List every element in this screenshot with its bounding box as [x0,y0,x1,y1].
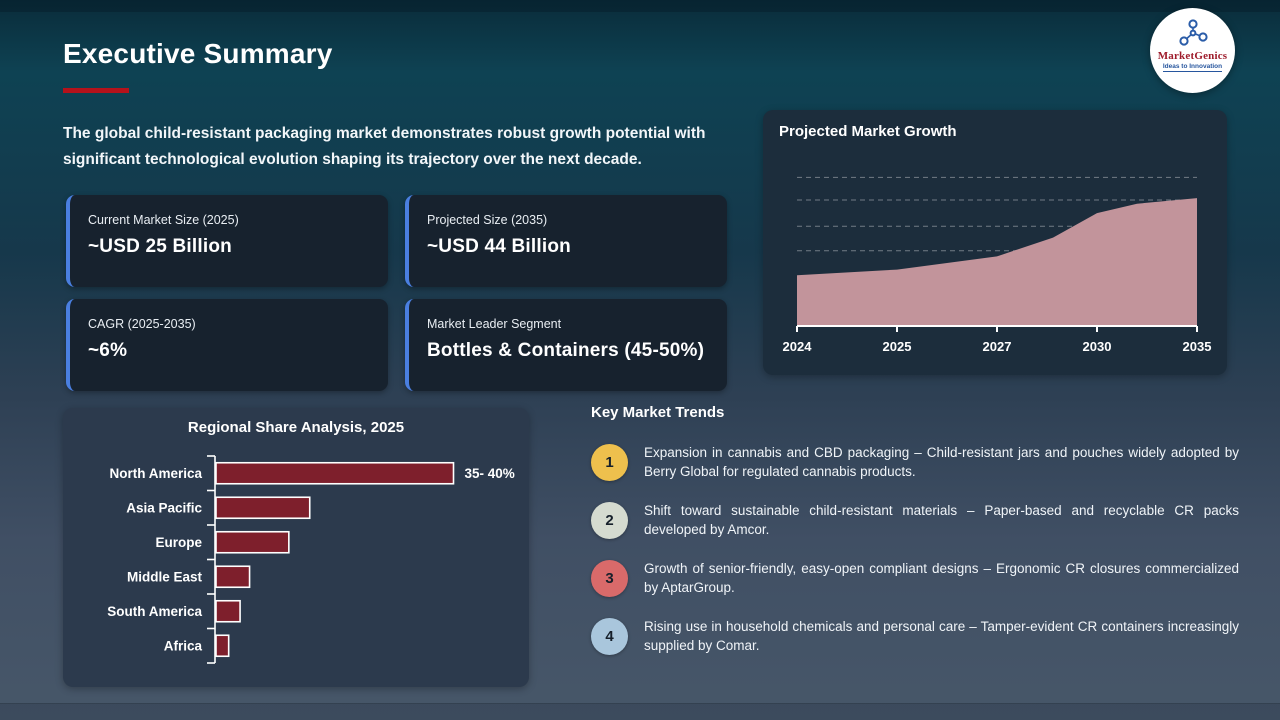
x-axis-tick-label: 2025 [883,339,912,354]
stat-card-label: CAGR (2025-2035) [88,317,196,331]
regional-share-panel: Regional Share Analysis, 2025 North Amer… [63,408,529,687]
stat-card-1: Projected Size (2035) ~USD 44 Billion [405,195,727,287]
growth-chart-title: Projected Market Growth [779,123,957,140]
bar-category-label: South America [107,604,202,619]
intro-paragraph: The global child-resistant packaging mar… [63,125,706,168]
trend-text: Growth of senior-friendly, easy-open com… [644,561,1239,595]
bar-0 [215,461,455,485]
stat-card-3: Market Leader Segment Bottles & Container… [405,299,727,391]
growth-area-chart: 2024 2025 2027 2030 2035 [783,176,1212,354]
trend-list: 1 Expansion in cannabis and CBD packaging… [591,443,1241,655]
bar-category-label: North America [109,466,202,481]
stat-card-label: Projected Size (2035) [427,213,548,227]
x-axis-tick-label: 2024 [783,339,813,354]
trends-heading: Key Market Trends [591,404,725,421]
stat-card-2: CAGR (2025-2035) ~6% [66,299,388,391]
trend-text: Rising use in household chemicals and pe… [644,619,1239,653]
footer-strip [0,703,1280,720]
stat-cards-grid: Current Market Size (2025) ~USD 25 Billio… [66,195,727,391]
trend-number-badge: 3 [591,559,628,597]
bar-3 [215,565,251,589]
stat-card-label: Market Leader Segment [427,317,562,331]
stat-card-0: Current Market Size (2025) ~USD 25 Billio… [66,195,388,287]
bar-category-label: Middle East [127,569,203,584]
x-axis-tick-label: 2027 [983,339,1012,354]
bar-5 [215,634,230,658]
trend-text: Shift toward sustainable child-resistant… [644,503,1239,537]
regional-bar-chart: North America 35- 40% Asia Pacific Europe Mi… [107,455,515,664]
bar-2 [215,530,290,554]
projected-market-growth-panel: Projected Market Growth 2024 2025 2027 2030… [763,110,1227,375]
bar-category-label: Asia Pacific [126,500,202,515]
trend-item-4: 4 Rising use in household chemicals and p… [591,617,1241,655]
trend-item-1: 1 Expansion in cannabis and CBD packaging… [591,443,1241,481]
title-underline [63,88,129,93]
stat-card-label: Current Market Size (2025) [88,213,239,227]
logo-tagline: Ideas to Innovation [1162,63,1223,72]
bar-4 [215,599,241,623]
trend-item-3: 3 Growth of senior-friendly, easy-open co… [591,559,1241,597]
trend-number-badge: 2 [591,501,628,539]
bar-data-label: 35- 40% [465,466,515,481]
x-axis-tick-label: 2035 [1183,339,1212,354]
bar-category-label: Europe [155,535,202,550]
key-market-trends: Key Market Trends 1 Expansion in cannabis… [591,404,1241,675]
trend-number-badge: 4 [591,617,628,655]
trend-number-badge: 1 [591,443,628,481]
trend-item-2: 2 Shift toward sustainable child-resistan… [591,501,1241,539]
regional-chart-title: Regional Share Analysis, 2025 [187,419,405,436]
logo-brand-text: MarketGenics [1157,50,1228,62]
stat-card-value: Bottles & Containers (45-50%) [427,340,705,361]
molecule-icon [1178,19,1208,46]
stat-card-value: ~USD 25 Billion [88,236,232,257]
trend-text: Expansion in cannabis and CBD packaging … [644,445,1239,479]
x-axis-tick-label: 2030 [1083,339,1112,354]
page-title: Executive Summary [63,38,333,69]
top-strip [0,0,1280,12]
stat-card-value: ~6% [88,340,128,361]
area-series [797,198,1197,326]
bar-category-label: Africa [164,638,203,653]
bar-1 [215,496,311,520]
stat-card-value: ~USD 44 Billion [427,236,571,257]
company-logo: MarketGenics Ideas to Innovation [1150,8,1235,93]
